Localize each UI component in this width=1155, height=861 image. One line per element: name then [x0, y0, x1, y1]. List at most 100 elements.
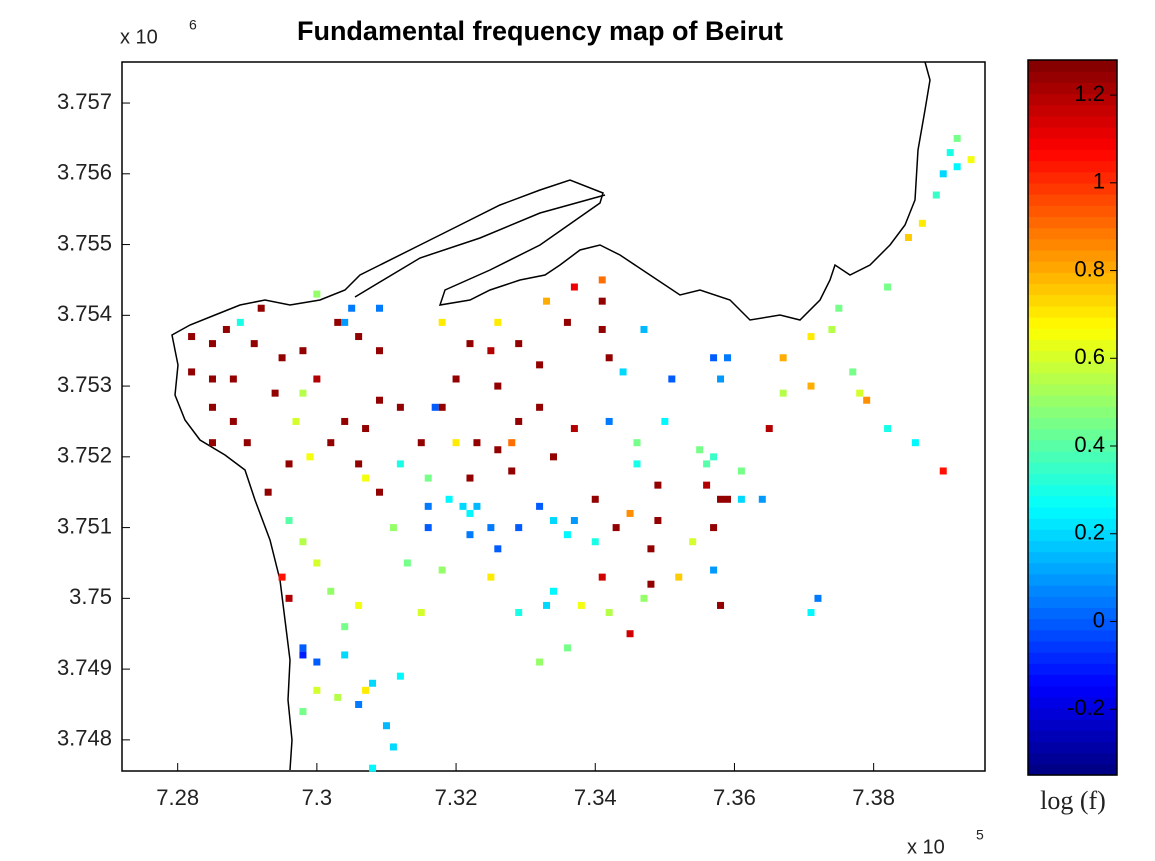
point [313, 290, 321, 298]
y-tick-label: 3.748 [57, 726, 112, 751]
colorbar-step [1028, 540, 1117, 553]
point [327, 587, 335, 595]
point [884, 425, 892, 433]
colorbar-step [1028, 160, 1117, 173]
point [633, 439, 641, 447]
x-tick-label: 7.28 [156, 785, 199, 810]
colorbar-step [1028, 618, 1117, 631]
point [605, 417, 613, 425]
point [299, 708, 307, 716]
colorbar-step [1028, 529, 1117, 541]
point [341, 623, 349, 631]
point [313, 559, 321, 567]
point [236, 318, 244, 326]
colorbar-step [1028, 451, 1117, 463]
colorbar-step [1028, 439, 1117, 452]
point [313, 686, 321, 694]
colorbar-step [1028, 328, 1117, 340]
colorbar-step [1028, 149, 1117, 162]
y-tick-label: 3.757 [57, 89, 112, 114]
point [222, 325, 230, 333]
point [369, 764, 377, 772]
point [612, 524, 620, 532]
point [536, 361, 544, 369]
point [341, 318, 349, 326]
point [577, 601, 585, 609]
colorbar-step [1028, 305, 1117, 318]
point [355, 700, 363, 708]
point [515, 417, 523, 425]
point [459, 502, 467, 510]
colorbar-step [1028, 573, 1117, 586]
point [299, 347, 307, 355]
colorbar-tick-label: 0.8 [1074, 256, 1105, 281]
point [967, 156, 975, 164]
point [953, 134, 961, 142]
point [661, 417, 669, 425]
y-tick-label: 3.749 [57, 655, 112, 680]
y-tick-label: 3.751 [57, 513, 112, 538]
point [487, 573, 495, 581]
point [285, 517, 293, 525]
y-tick-label: 3.754 [57, 301, 112, 326]
point [376, 304, 384, 312]
point [591, 495, 599, 503]
colorbar-step [1028, 428, 1117, 441]
point [355, 460, 363, 468]
point [327, 439, 335, 447]
colorbar-step [1028, 719, 1117, 731]
y-scale-label: x 10 [120, 26, 158, 48]
colorbar [1028, 60, 1117, 776]
point [376, 396, 384, 404]
colorbar-step [1028, 138, 1117, 150]
colorbar-step [1028, 194, 1117, 206]
point [550, 453, 557, 461]
colorbar-step [1028, 696, 1117, 709]
colorbar-step [1028, 372, 1117, 385]
point [188, 368, 196, 376]
colorbar-step [1028, 182, 1117, 195]
point [278, 573, 286, 581]
point [849, 368, 857, 376]
point [835, 304, 843, 312]
point [605, 609, 613, 617]
point [243, 439, 251, 447]
point [807, 609, 815, 617]
x-tick-label: 7.32 [435, 785, 478, 810]
point [250, 340, 258, 348]
point [717, 601, 725, 609]
point [828, 325, 836, 333]
colorbar-step [1028, 674, 1117, 687]
point [605, 354, 613, 362]
colorbar-step [1028, 763, 1117, 776]
point [487, 524, 495, 532]
colorbar-step [1028, 272, 1117, 285]
point [570, 517, 578, 525]
point [737, 495, 745, 503]
point [626, 630, 634, 638]
point [737, 467, 745, 475]
point [313, 375, 321, 383]
point [807, 382, 815, 390]
colorbar-step [1028, 663, 1117, 676]
colorbar-step [1028, 406, 1117, 419]
colorbar-step [1028, 473, 1117, 486]
point [355, 601, 363, 609]
colorbar-step [1028, 707, 1117, 720]
coastline [171, 61, 931, 771]
point [424, 524, 432, 532]
colorbar-tick-label: 0.2 [1074, 520, 1105, 545]
point [814, 594, 822, 602]
y-tick-label: 3.752 [57, 443, 112, 468]
point [703, 460, 711, 468]
point [292, 417, 300, 425]
point [431, 403, 439, 411]
colorbar-step [1028, 261, 1117, 273]
point [696, 446, 704, 454]
point [424, 474, 432, 482]
colorbar-step [1028, 205, 1117, 218]
point [494, 446, 502, 454]
colorbar-step [1028, 395, 1117, 407]
point [452, 439, 460, 447]
y-tick-label: 3.756 [57, 160, 112, 185]
